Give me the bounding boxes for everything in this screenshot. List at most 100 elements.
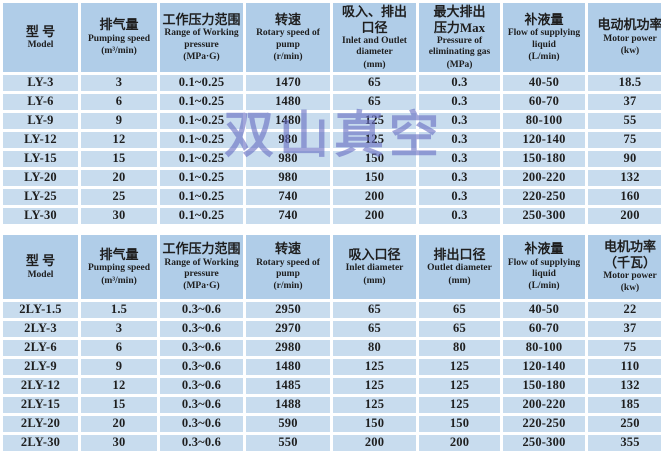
value-cell: 80-100 — [503, 339, 585, 356]
value-cell: 12 — [81, 131, 157, 148]
value-cell: 0.1~0.25 — [160, 169, 243, 186]
model-cell: 2LY-1.5 — [3, 301, 78, 318]
column-unit: (MPa·G) — [183, 281, 220, 292]
column-title-zh: 转速 — [274, 11, 301, 27]
table-row: LY-12 12 0.1~0.25 980 125 0.3 120-140 75 — [3, 131, 661, 148]
ly-series-spec-table: 型 号 Model 排气量 Pumping speed (m³/min) 工作压力范围 Ra… — [0, 0, 661, 227]
table-row: LY-25 25 0.1~0.25 740 200 0.3 220-250 160 — [3, 188, 661, 205]
column-title-en: Flow of supplying liquid — [507, 257, 581, 280]
value-cell: 980 — [246, 150, 330, 167]
table-row: LY-6 6 0.1~0.25 1480 65 0.3 60-70 37 — [3, 93, 661, 110]
column-header-8: 电机功率 （千瓦） Motor power (kw) — [588, 234, 661, 299]
table-row: 2LY-3 3 0.3~0.6 2970 65 65 60-70 37 — [3, 320, 661, 337]
column-header-7: 补液量 Flow of supplying liquid (L/min) — [503, 234, 585, 299]
value-cell: 125 — [333, 396, 416, 413]
table-row: LY-9 9 0.1~0.25 1480 125 0.3 80-100 55 — [3, 112, 661, 129]
column-title-en: Model — [27, 40, 54, 51]
column-title-zh: 排气量 — [99, 17, 139, 33]
value-cell: 80 — [333, 339, 416, 356]
column-title-en: Inlet and Outlet diameter — [342, 36, 407, 58]
value-cell: 25 — [81, 188, 157, 205]
value-cell: 0.1~0.25 — [160, 207, 243, 224]
column-title-en: Outlet diameter — [427, 263, 492, 274]
model-cell: LY-9 — [3, 112, 78, 129]
value-cell: 3 — [81, 74, 157, 91]
value-cell: 3 — [81, 320, 157, 337]
model-cell: LY-15 — [3, 150, 78, 167]
column-header-6: 排出口径 Outlet diameter (mm) — [419, 234, 500, 299]
value-cell: 200 — [333, 434, 416, 451]
value-cell: 125 — [419, 358, 500, 375]
value-cell: 132 — [588, 377, 661, 394]
value-cell: 150 — [419, 415, 500, 432]
value-cell: 55 — [588, 112, 661, 129]
value-cell: 22 — [588, 301, 661, 318]
column-title-zh: 吸入口径 — [348, 246, 401, 262]
column-title-en: Motor power — [603, 271, 657, 282]
value-cell: 0.3~0.6 — [160, 396, 243, 413]
value-cell: 65 — [333, 74, 416, 91]
value-cell: 0.3~0.6 — [160, 377, 243, 394]
model-cell: 2LY-30 — [3, 434, 78, 451]
value-cell: 0.1~0.25 — [160, 188, 243, 205]
table-row: LY-15 15 0.1~0.25 980 150 0.3 150-180 90 — [3, 150, 661, 167]
column-header-2: 排气量 Pumping speed (m³/min) — [81, 234, 157, 299]
value-cell: 110 — [588, 358, 661, 375]
column-title-zh: 工作压力范围 — [162, 11, 241, 27]
value-cell: 1485 — [246, 377, 330, 394]
value-cell: 0.1~0.25 — [160, 112, 243, 129]
value-cell: 75 — [588, 339, 661, 356]
value-cell: 1480 — [246, 93, 330, 110]
model-cell: 2LY-6 — [3, 339, 78, 356]
value-cell: 200-220 — [503, 396, 585, 413]
value-cell: 30 — [81, 434, 157, 451]
value-cell: 1488 — [246, 396, 330, 413]
column-title-en: Pumping speed — [87, 33, 151, 44]
value-cell: 0.1~0.25 — [160, 150, 243, 167]
value-cell: 250 — [588, 415, 661, 432]
column-unit: (mm) — [363, 59, 386, 70]
value-cell: 250-300 — [503, 434, 585, 451]
column-header-4: 转速 Rotary speed of pump (r/min) — [246, 234, 330, 299]
column-title-en: Inlet diameter — [345, 263, 404, 274]
column-title-zh: 型 号 — [25, 253, 56, 269]
column-header-1: 型 号 Model — [3, 3, 78, 72]
column-unit: (kw) — [620, 46, 640, 57]
table-row: LY-3 3 0.1~0.25 1470 65 0.3 40-50 18.5 — [3, 74, 661, 91]
value-cell: 0.3 — [419, 131, 500, 148]
value-cell: 125 — [333, 358, 416, 375]
value-cell: 0.3 — [419, 169, 500, 186]
column-unit: (mm) — [448, 275, 471, 286]
value-cell: 125 — [333, 377, 416, 394]
value-cell: 80 — [419, 339, 500, 356]
column-unit: (r/min) — [273, 51, 303, 62]
column-title-zh: 工作压力范围 — [162, 241, 241, 257]
value-cell: 65 — [333, 320, 416, 337]
value-cell: 0.3 — [419, 74, 500, 91]
model-cell: 2LY-12 — [3, 377, 78, 394]
value-cell: 150-180 — [503, 377, 585, 394]
column-title-zh: 电机功率 （千瓦） — [603, 239, 656, 270]
model-cell: LY-25 — [3, 188, 78, 205]
column-title-zh: 吸入、排出 口径 — [341, 4, 407, 35]
table-row: 2LY-20 20 0.3~0.6 590 150 150 220-250 250 — [3, 415, 661, 432]
value-cell: 740 — [246, 188, 330, 205]
value-cell: 0.3 — [419, 112, 500, 129]
column-unit: (kw) — [620, 283, 640, 294]
column-title-en: Range of Working pressure — [164, 257, 239, 280]
value-cell: 590 — [246, 415, 330, 432]
value-cell: 160 — [588, 188, 661, 205]
model-cell: 2LY-20 — [3, 415, 78, 432]
column-header-3: 工作压力范围 Range of Working pressure (MPa·G) — [160, 3, 243, 72]
value-cell: 125 — [419, 377, 500, 394]
table-row: 2LY-12 12 0.3~0.6 1485 125 125 150-180 132 — [3, 377, 661, 394]
value-cell: 125 — [333, 112, 416, 129]
value-cell: 355 — [588, 434, 661, 451]
column-unit: (MPa) — [446, 59, 473, 70]
value-cell: 200 — [588, 207, 661, 224]
column-title-zh: 排出口径 — [433, 246, 486, 262]
value-cell: 220-250 — [503, 188, 585, 205]
column-title-zh: 转速 — [274, 241, 301, 257]
value-cell: 6 — [81, 93, 157, 110]
